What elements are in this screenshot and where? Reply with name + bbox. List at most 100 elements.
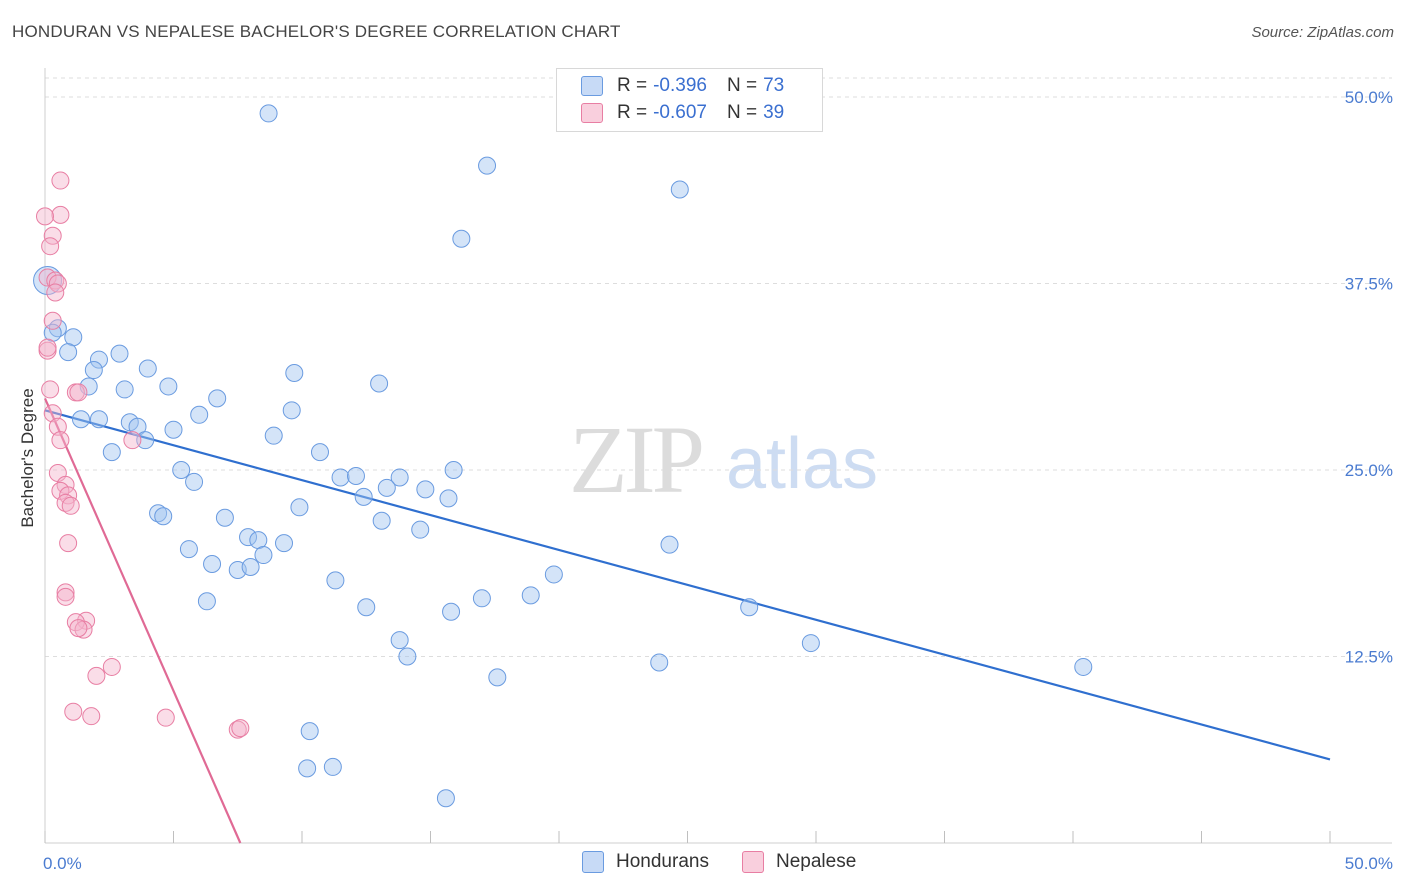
y-tick-label: 12.5% xyxy=(1345,648,1393,667)
hondurans-point xyxy=(254,546,273,565)
hondurans-point xyxy=(285,364,304,383)
y-tick-label: 37.5% xyxy=(1345,275,1393,294)
bottom-legend-swatch-hondurans xyxy=(582,851,604,873)
nepalese-point xyxy=(123,431,142,450)
hondurans-point xyxy=(249,531,268,550)
hondurans-point xyxy=(298,759,317,778)
legend-row-hondurans: R = -0.396 N = 73 xyxy=(581,73,784,99)
hondurans-point xyxy=(197,592,216,611)
y-tick-label: 50.0% xyxy=(1345,88,1393,107)
hondurans-point xyxy=(264,426,283,445)
legend-r-label: R = xyxy=(617,75,648,96)
tick-labels: 12.5% 25.0% 37.5% 50.0% 0.0% 50.0% xyxy=(43,88,1393,873)
hondurans-point xyxy=(275,534,294,553)
hondurans-point xyxy=(89,410,108,429)
hondurans-point xyxy=(377,478,396,497)
nepalese-point xyxy=(59,486,78,505)
watermark-atlas: atlas xyxy=(726,424,878,504)
hondurans-point xyxy=(110,344,129,363)
nepalese-point xyxy=(231,719,250,738)
watermark-zip: ZIP xyxy=(569,406,702,513)
nepalese-point xyxy=(43,404,62,423)
nepalese-point xyxy=(69,619,88,638)
hondurans-point xyxy=(203,554,222,573)
x-tick-label: 0.0% xyxy=(43,854,82,873)
nepalese-point xyxy=(48,417,67,436)
hondurans-point xyxy=(544,565,563,584)
hondurans-point xyxy=(390,468,409,487)
hondurans-point xyxy=(372,511,391,530)
hondurans-point xyxy=(357,598,376,617)
hondurans-point xyxy=(154,507,173,526)
hondurans-point xyxy=(164,420,183,439)
nepalese-point xyxy=(41,380,60,399)
hondurans-point xyxy=(331,468,350,487)
hondurans-point xyxy=(300,722,319,741)
nepalese-trend-line xyxy=(43,397,242,844)
nepalese-point xyxy=(61,496,80,515)
hondurans-point xyxy=(346,466,365,485)
hondurans-point xyxy=(660,535,679,554)
hondurans-point xyxy=(215,508,234,527)
hondurans-point xyxy=(71,410,90,429)
legend: R = -0.396 N = 73 R = -0.607 N = 39 xyxy=(556,68,823,132)
y-axis-label: Bachelor's Degree xyxy=(18,388,37,527)
hondurans-point xyxy=(64,328,83,347)
hondurans-point xyxy=(670,180,689,199)
trend-lines xyxy=(43,397,1331,844)
hondurans-point xyxy=(323,757,342,776)
hondurans-point xyxy=(442,602,461,621)
nepalese-point xyxy=(43,226,62,245)
bottom-legend-hondurans: Hondurans xyxy=(582,851,709,873)
hondurans-point xyxy=(208,389,227,408)
nepalese-point xyxy=(59,534,78,553)
hondurans-point xyxy=(239,528,258,547)
legend-swatch-hondurans xyxy=(581,76,603,96)
hondurans-point xyxy=(1074,657,1093,676)
nepalese-point xyxy=(102,657,121,676)
hondurans-point xyxy=(472,589,491,608)
hondurans-point xyxy=(149,504,168,523)
hondurans-point xyxy=(310,443,329,462)
x-tick-label: 50.0% xyxy=(1345,854,1393,873)
hondurans-point xyxy=(102,443,121,462)
hondurans-point xyxy=(290,498,309,517)
hondurans-point xyxy=(282,401,301,420)
hondurans-point xyxy=(138,359,157,378)
nepalese-point xyxy=(43,311,62,330)
nepalese-point xyxy=(69,383,88,402)
hondurans-trend-line xyxy=(44,409,1331,761)
hondurans-point xyxy=(115,380,134,399)
source-label: Source: ZipAtlas.com xyxy=(1251,24,1394,41)
nepalese-point xyxy=(46,283,65,302)
nepalese-point xyxy=(36,207,54,226)
hondurans-point xyxy=(185,472,204,491)
nepalese-point xyxy=(87,666,106,685)
hondurans-point xyxy=(370,374,389,393)
hondurans-point xyxy=(241,557,260,576)
hondurans-point xyxy=(411,520,430,539)
hondurans-point xyxy=(521,586,540,605)
legend-n-label: N = xyxy=(726,102,758,123)
hondurans-point xyxy=(128,417,147,436)
hondurans-point xyxy=(259,104,278,123)
nepalese-point xyxy=(56,583,75,602)
hondurans-point xyxy=(439,489,458,508)
hondurans-point xyxy=(179,540,198,559)
hondurans-point xyxy=(84,361,103,380)
nepalese-point xyxy=(56,475,75,494)
legend-swatch-nepalese xyxy=(581,103,603,123)
legend-r-value: -0.607 xyxy=(653,102,707,123)
chart-title: HONDURAN VS NEPALESE BACHELOR'S DEGREE C… xyxy=(12,22,621,41)
hondurans-point xyxy=(444,461,463,479)
hondurans-point xyxy=(390,631,409,650)
bottom-legend-nepalese: Nepalese xyxy=(742,851,856,873)
hondurans-point xyxy=(354,487,373,506)
legend-r-label: R = xyxy=(617,102,648,123)
legend-r-value: -0.396 xyxy=(653,75,707,96)
hondurans-point xyxy=(89,350,108,369)
y-tick-label: 25.0% xyxy=(1345,461,1393,480)
hondurans-point xyxy=(740,598,759,617)
bottom-legend-label-hondurans: Hondurans xyxy=(616,851,709,872)
